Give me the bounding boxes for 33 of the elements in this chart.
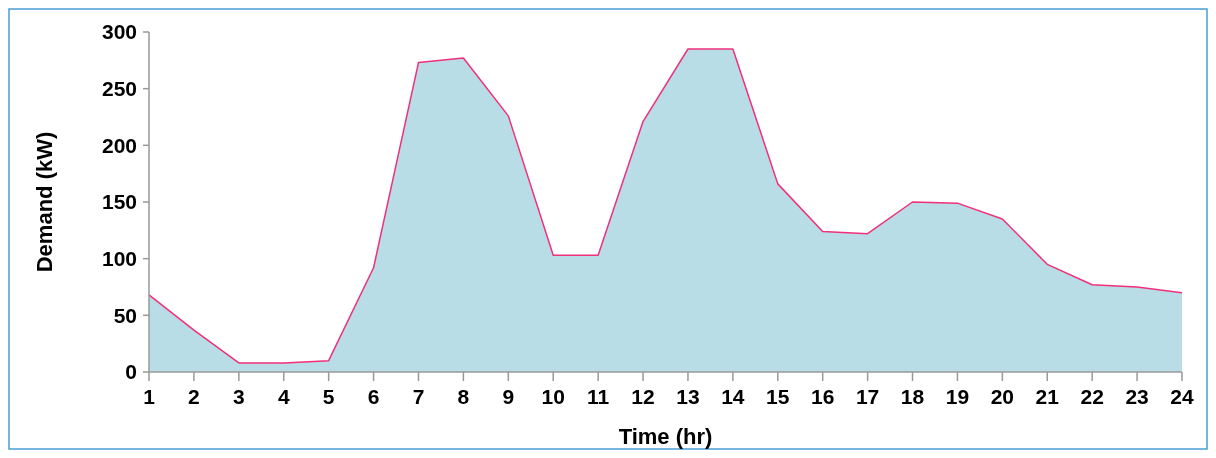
x-tick-label: 21	[1035, 385, 1060, 408]
x-tick-label: 17	[855, 385, 880, 408]
y-tick-label: 300	[101, 20, 137, 44]
x-tick-label: 5	[322, 385, 335, 408]
x-tick-label: 18	[900, 385, 925, 408]
y-tick-label: 200	[101, 133, 137, 157]
x-tick-label: 15	[766, 385, 790, 408]
x-tick-label: 19	[945, 385, 970, 408]
x-tick-label: 23	[1125, 385, 1149, 408]
x-axis-title: Time (hr)	[618, 424, 713, 449]
x-tick-label: 9	[502, 385, 515, 408]
x-tick-label: 4	[277, 385, 290, 408]
x-tick-label: 12	[631, 385, 655, 408]
x-tick-label: 6	[367, 385, 380, 408]
y-tick-label: 150	[101, 190, 137, 214]
y-tick-label: 50	[113, 303, 137, 327]
y-tick-label: 250	[101, 77, 137, 101]
x-tick-label: 1	[143, 385, 156, 408]
x-tick-label: 24	[1170, 385, 1194, 408]
y-axis-title: Demand (kW)	[32, 131, 57, 273]
x-tick-label: 11	[587, 385, 610, 408]
x-tick-label: 22	[1080, 385, 1104, 408]
x-tick-label: 10	[541, 385, 565, 408]
x-tick-label: 8	[457, 385, 470, 408]
x-tick-label: 3	[232, 385, 245, 408]
y-tick-label: 100	[101, 247, 137, 271]
y-tick-label: 0	[125, 360, 137, 384]
x-tick-label: 20	[990, 385, 1015, 408]
x-tick-label: 16	[811, 385, 835, 408]
x-tick-label: 2	[188, 385, 200, 408]
x-tick-label: 13	[676, 385, 700, 408]
x-tick-label: 14	[721, 385, 745, 408]
x-tick-label: 7	[412, 385, 425, 408]
